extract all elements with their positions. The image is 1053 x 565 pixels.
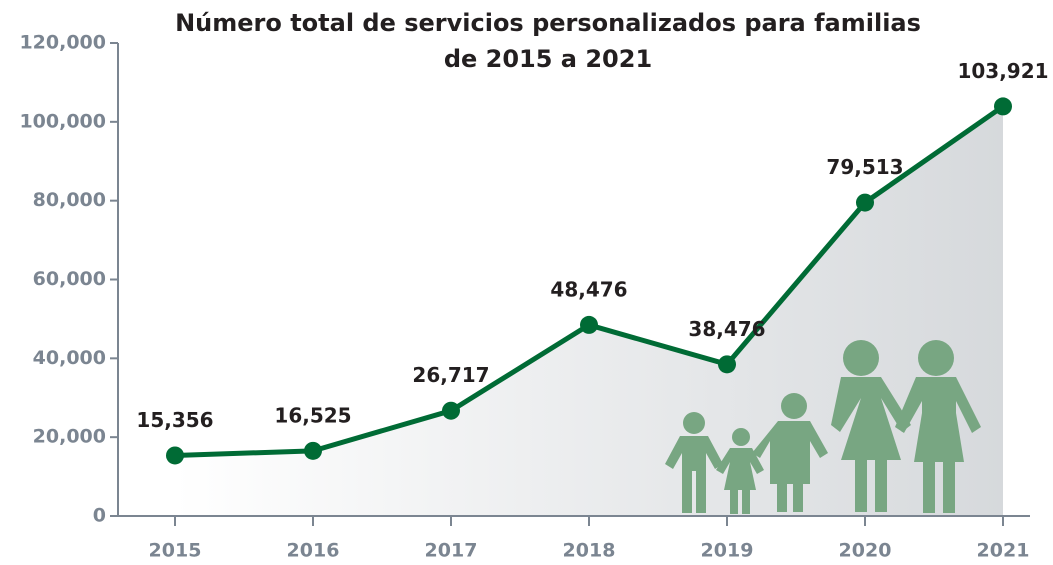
- point: [718, 355, 736, 374]
- value-label: 48,476: [550, 277, 627, 301]
- point: [442, 401, 460, 420]
- x-tick-label: 2017: [425, 540, 478, 562]
- point: [994, 97, 1012, 116]
- value-label: 26,717: [412, 363, 489, 387]
- value-label: 103,921: [957, 59, 1048, 83]
- chart-title: de 2015 a 2021: [444, 45, 652, 73]
- point: [856, 193, 874, 212]
- y-tick-label: 40,000: [33, 347, 106, 369]
- value-label: 15,356: [136, 408, 213, 432]
- y-tick-label: 100,000: [19, 110, 106, 132]
- point: [166, 446, 184, 465]
- plot-layer: 0 20,000 40,000 60,000 80,000 100,000 120,000 2…: [19, 32, 1048, 562]
- y-tick-label: 80,000: [33, 189, 106, 211]
- value-label: 38,476: [688, 317, 765, 341]
- x-tick-label: 2016: [287, 540, 340, 562]
- x-tick-label: 2019: [701, 540, 754, 562]
- x-tick-label: 2018: [563, 540, 616, 562]
- value-label: 16,525: [274, 403, 351, 427]
- point: [580, 315, 598, 334]
- y-tick-label: 20,000: [33, 426, 106, 448]
- x-tick-label: 2021: [977, 540, 1030, 562]
- y-tick-label: 120,000: [19, 32, 106, 54]
- point: [304, 441, 322, 460]
- x-tick-label: 2020: [839, 540, 892, 562]
- family-icon: [665, 340, 981, 514]
- y-tick-label: 0: [93, 505, 106, 527]
- value-label: 79,513: [826, 155, 903, 179]
- y-tick-label: 60,000: [33, 268, 106, 290]
- chart-title: Número total de servicios personalizados…: [175, 9, 921, 37]
- x-tick-label: 2015: [149, 540, 202, 562]
